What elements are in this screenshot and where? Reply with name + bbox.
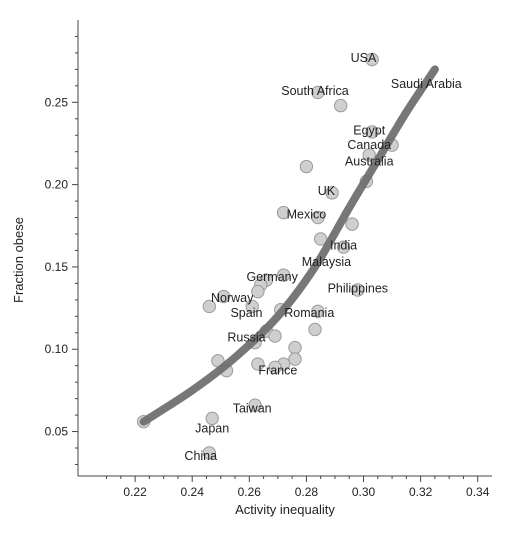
trend-line (139, 65, 439, 426)
data-point (276, 268, 291, 282)
x-tick-label: 0.30 (352, 485, 376, 499)
point-label: Norway (211, 291, 254, 305)
data-point (351, 283, 365, 297)
point-label: Philippines (328, 281, 388, 295)
point-label: USA (351, 51, 377, 65)
point-label: Spain (230, 306, 262, 320)
data-point (308, 322, 322, 337)
data-point (365, 125, 379, 139)
data-point (205, 411, 219, 426)
y-tick-label: 0.15 (45, 260, 69, 274)
data-point (268, 329, 282, 343)
x-tick-label: 0.24 (181, 485, 205, 499)
data-point (216, 289, 231, 304)
data-point (311, 85, 325, 100)
x-ticks: 0.22 0.24 0.26 0.28 0.30 0.32 0.34 (106, 476, 490, 499)
data-point (311, 304, 325, 319)
y-tick-label: 0.25 (45, 95, 69, 109)
point-label: Germany (246, 270, 298, 284)
data-point (276, 205, 291, 220)
data-point (202, 446, 217, 460)
y-ticks: 0.05 0.10 0.15 0.20 0.25 (45, 35, 78, 465)
data-point (336, 240, 351, 254)
data-point (311, 210, 325, 225)
point-label: Canada (347, 138, 391, 152)
point-label: Egypt (353, 123, 385, 137)
y-tick-label: 0.10 (45, 342, 69, 356)
data-point (268, 360, 282, 375)
data-point (202, 299, 217, 314)
x-tick-label: 0.28 (295, 485, 319, 499)
data-point (313, 232, 328, 246)
data-point (299, 159, 314, 174)
data-point (288, 352, 302, 366)
point-label: Romania (284, 306, 334, 320)
data-point (325, 186, 339, 200)
point-label: Saudi Arabia (391, 77, 462, 91)
point-label: Russia (227, 331, 265, 345)
point-label: Malaysia (302, 255, 351, 269)
y-tick-label: 0.05 (45, 425, 69, 439)
y-axis-title: Fraction obese (11, 217, 26, 303)
data-point (248, 398, 262, 412)
data-point (251, 357, 265, 371)
x-axis-title: Activity inequality (235, 502, 335, 517)
data-point (362, 148, 376, 162)
point-label: China (184, 449, 217, 463)
x-tick-label: 0.32 (409, 485, 433, 499)
data-point (345, 217, 359, 231)
point-label: Japan (195, 421, 229, 435)
data-point (245, 299, 259, 314)
data-point (365, 52, 379, 67)
data-point (288, 340, 302, 355)
point-label: Australia (345, 155, 394, 169)
trend-layer (139, 65, 439, 426)
point-label: France (258, 364, 297, 378)
point-label: India (330, 239, 357, 253)
x-tick-label: 0.26 (238, 485, 262, 499)
y-tick-label: 0.20 (45, 178, 69, 192)
point-label: South Africa (281, 84, 348, 98)
x-tick-label: 0.22 (123, 485, 147, 499)
data-point (251, 284, 265, 299)
x-tick-label: 0.34 (466, 485, 490, 499)
axes (77, 20, 492, 477)
point-label: UK (318, 184, 336, 198)
point-label: Taiwan (233, 402, 272, 416)
data-point (333, 98, 348, 113)
point-label: Mexico (287, 207, 327, 221)
